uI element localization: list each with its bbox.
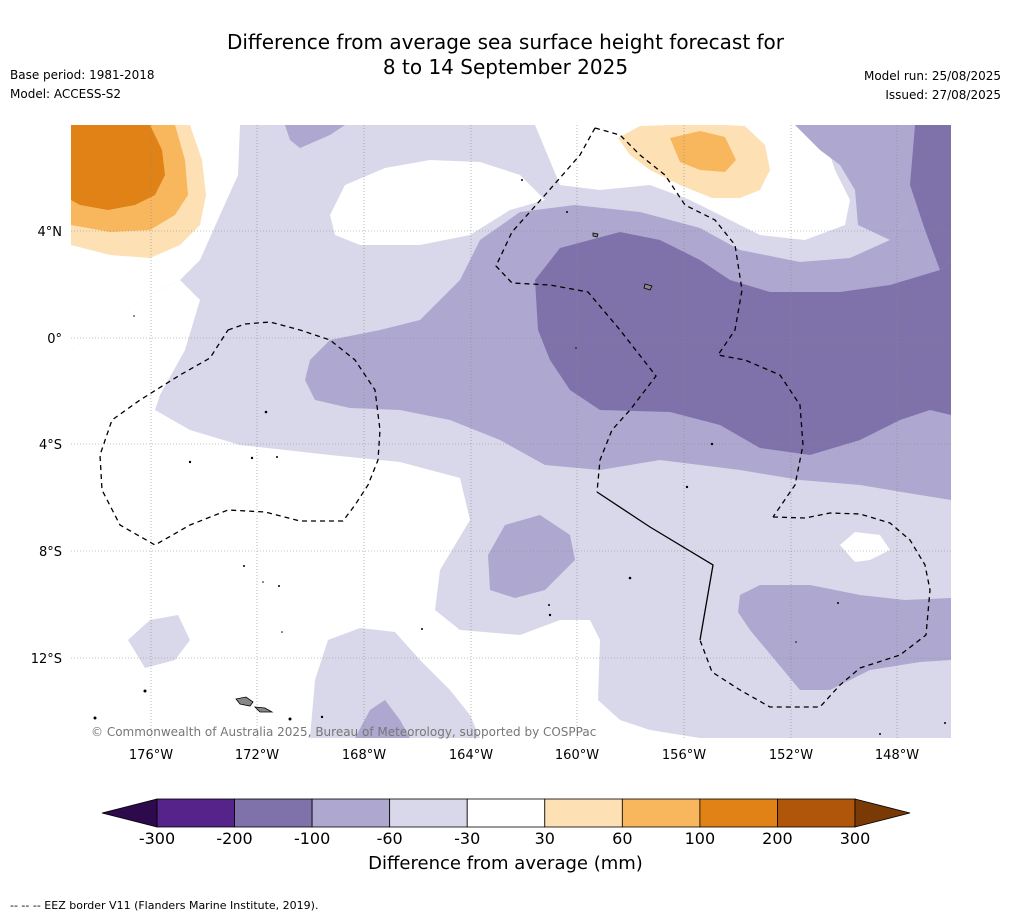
lon-label: 152°W bbox=[769, 748, 813, 763]
colorbar-tick-label: -60 bbox=[377, 829, 403, 848]
model-name: Model: ACCESS-S2 bbox=[10, 87, 122, 101]
colorbar-cell bbox=[544, 798, 623, 828]
lat-label: 4°N bbox=[38, 225, 63, 240]
atoll-2 bbox=[592, 232, 599, 238]
lon-label: 164°W bbox=[449, 748, 493, 763]
colorbar-over-arrow bbox=[854, 798, 911, 828]
samoa-island bbox=[235, 696, 254, 707]
islands bbox=[235, 232, 653, 713]
title-line-1: Difference from average sea surface heig… bbox=[226, 30, 785, 54]
colorbar-tick-label: -300 bbox=[139, 829, 175, 848]
graticule bbox=[71, 125, 951, 738]
colorbar-tick-labels: -300 -200 -100 -60 -30 30 60 100 200 300 bbox=[139, 829, 870, 848]
contour-lightpurple-sw bbox=[128, 615, 190, 668]
atoll-1 bbox=[643, 283, 653, 291]
eez-border-solid bbox=[596, 491, 714, 641]
colorbar-under-arrow bbox=[101, 798, 158, 828]
colorbar-cells bbox=[156, 798, 856, 828]
copyright-notice: © Commonwealth of Australia 2025, Bureau… bbox=[91, 725, 596, 739]
lat-labels: 4°N 0° 4°S 8°S 12°S bbox=[31, 225, 62, 667]
lat-label: 8°S bbox=[39, 545, 62, 560]
contour-minus100-right bbox=[795, 125, 951, 240]
contour-layer bbox=[71, 125, 951, 738]
model-run: Model run: 25/08/2025 bbox=[863, 69, 1001, 83]
lat-label: 0° bbox=[47, 332, 62, 347]
colorbar-cell bbox=[621, 798, 701, 828]
colorbar-cell bbox=[466, 798, 546, 828]
lon-label: 176°W bbox=[129, 748, 173, 763]
contour-lightpurple-s bbox=[310, 628, 480, 738]
eez-legend-note: -- -- -- EEZ border V11 (Flanders Marine… bbox=[10, 899, 319, 912]
contour-minus100-center bbox=[488, 515, 575, 598]
contour-minus100-bottom bbox=[355, 700, 410, 738]
eez-border-east bbox=[699, 512, 931, 708]
title-line-2: 8 to 14 September 2025 bbox=[382, 55, 629, 79]
contour-minus200-right bbox=[910, 125, 951, 270]
colorbar-tick-label: 100 bbox=[685, 829, 716, 848]
right-metadata: Model run: 25/08/2025 Issued: 27/08/2025 bbox=[864, 67, 1001, 105]
colorbar-label: Difference from average (mm) bbox=[368, 853, 643, 874]
colorbar-cell bbox=[156, 798, 235, 828]
issued-date: Issued: 27/08/2025 bbox=[885, 88, 1001, 102]
contour-white-top-center bbox=[330, 160, 545, 245]
colorbar-tick-label: -200 bbox=[216, 829, 252, 848]
lon-label: 168°W bbox=[342, 748, 386, 763]
lon-label: 156°W bbox=[662, 748, 706, 763]
lon-labels: 176°W 172°W 168°W 164°W 160°W 156°W 152°… bbox=[129, 748, 919, 763]
contour-plus100-topleft bbox=[71, 125, 165, 210]
eez-borders bbox=[99, 127, 931, 708]
contour-white-right bbox=[840, 532, 890, 562]
left-metadata: Base period: 1981-2018 Model: ACCESS-S2 bbox=[10, 66, 155, 104]
contour-plus60-topright bbox=[670, 131, 736, 172]
colorbar-tick-label: 60 bbox=[612, 829, 632, 848]
colorbar-cell bbox=[699, 798, 778, 828]
colorbar-cell bbox=[389, 798, 468, 828]
eez-border-kiribati-west bbox=[495, 127, 657, 493]
colorbar-tick-label: -100 bbox=[294, 829, 330, 848]
lon-label: 172°W bbox=[235, 748, 279, 763]
colorbar-cell bbox=[777, 798, 856, 828]
colorbar-tick-label: -30 bbox=[454, 829, 480, 848]
base-period: Base period: 1981-2018 bbox=[10, 68, 155, 82]
lon-label: 160°W bbox=[555, 748, 599, 763]
lat-label: 4°S bbox=[39, 438, 62, 453]
contour-white-left bbox=[71, 280, 700, 738]
contour-minus100-top bbox=[285, 125, 345, 148]
map-title: Difference from average sea surface heig… bbox=[0, 30, 1011, 80]
lon-label: 148°W bbox=[875, 748, 919, 763]
colorbar-tick-label: 30 bbox=[535, 829, 555, 848]
lat-label: 12°S bbox=[31, 652, 62, 667]
colorbar-tick-label: 300 bbox=[840, 829, 871, 848]
small-islands bbox=[93, 179, 946, 735]
eez-border-kiribati bbox=[594, 127, 804, 518]
colorbar-cell bbox=[234, 798, 313, 828]
samoa-island-2 bbox=[253, 706, 274, 713]
colorbar-tick-label: 200 bbox=[762, 829, 793, 848]
colorbar-cell bbox=[311, 798, 391, 828]
